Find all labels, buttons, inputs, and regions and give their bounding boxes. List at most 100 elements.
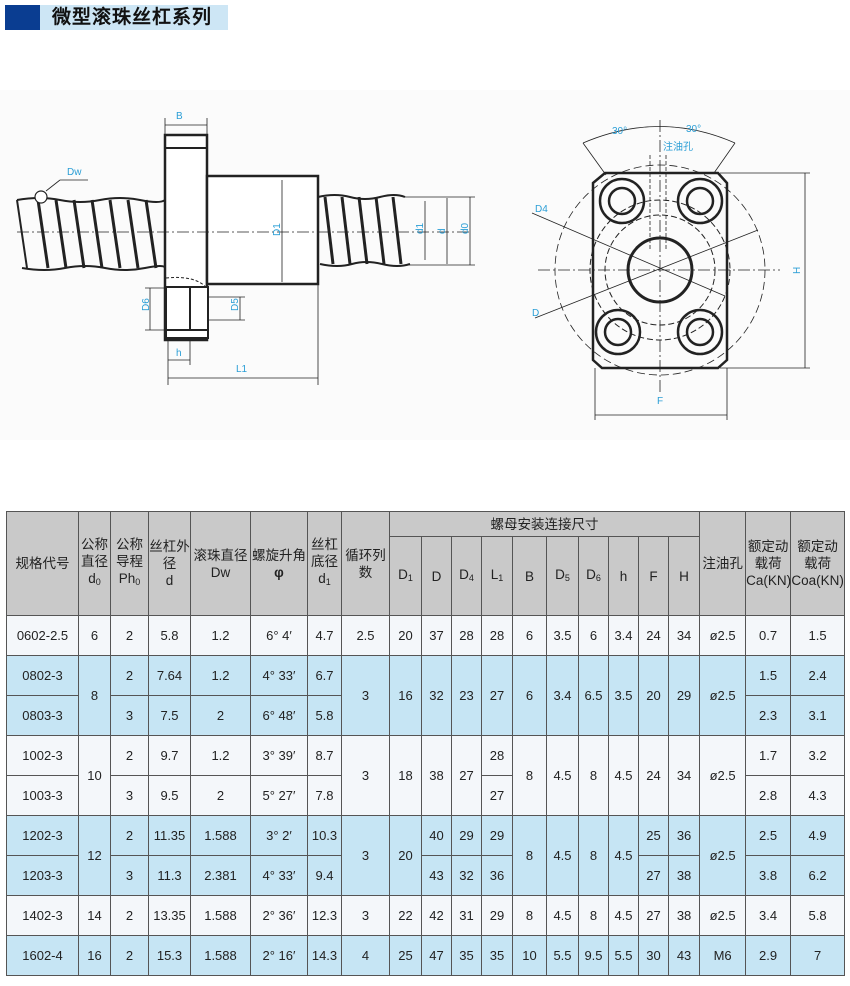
table-cell: 1.588 [190, 895, 251, 936]
table-cell: 1.588 [190, 935, 251, 976]
table-cell: ø2.5 [699, 735, 747, 816]
table-cell: 3 [341, 655, 390, 736]
header-circuits: 循环列数 [341, 511, 390, 616]
table-cell: 4° 33′ [250, 655, 308, 696]
table-cell: 3 [341, 735, 390, 816]
side-view [16, 118, 475, 385]
header-dw: 滚珠直径Dw [190, 511, 251, 616]
header-sub-d1: D1 [389, 536, 422, 616]
table-cell: 8 [512, 895, 547, 936]
header-sub-h: H [667, 536, 701, 616]
table-cell: 8 [578, 895, 609, 936]
table-cell: 22 [389, 895, 422, 936]
label-D1: D1 [272, 223, 283, 236]
table-cell: 1.2 [190, 735, 251, 776]
table-cell: 6 [512, 615, 547, 656]
header-sub-h: h [608, 536, 639, 616]
table-cell: 3.1 [790, 695, 846, 736]
table-cell: 3.4 [608, 615, 639, 656]
table-cell: 2.381 [190, 855, 251, 896]
table-cell: 4.3 [790, 775, 846, 816]
table-cell: 5.8 [148, 615, 191, 656]
table-cell: 38 [667, 895, 701, 936]
table-cell: 8 [512, 815, 547, 896]
table-cell: 43 [667, 935, 701, 976]
table-row: 1002-3 10 2 9.7 1.2 3° 39′ 8.7 3 18 38 27 28 8 4.5 8 4.… [6, 735, 846, 816]
table-cell: 18 [389, 735, 422, 816]
header-sub-d5: D5 [546, 536, 579, 616]
label-D5: D5 [230, 298, 241, 311]
table-row: 1003-3 3 9.5 2 5° 27′ 7.8 27 2.8 4.3 [6, 775, 846, 816]
label-h: h [176, 348, 182, 359]
table-cell: 6.2 [790, 855, 846, 896]
table-cell: 35 [451, 935, 482, 976]
table-cell: 13.35 [148, 895, 191, 936]
table-cell: 8 [578, 815, 609, 896]
table-cell: 11.3 [148, 855, 191, 896]
table-cell: 3° 2′ [250, 815, 308, 856]
table-cell: 14 [78, 895, 111, 936]
table-cell: 4.5 [608, 735, 639, 816]
table-cell: 16 [78, 935, 111, 976]
table-cell: 3.2 [790, 735, 846, 776]
page-title: 微型滚珠丝杠系列 [40, 5, 228, 30]
table-cell: 23 [451, 655, 482, 736]
table-cell: 27 [481, 655, 513, 736]
label-L1: L1 [236, 364, 248, 375]
table-row: 0803-3 3 7.5 2 6° 48′ 5.8 2.3 3.1 [6, 695, 846, 736]
table-cell: ø2.5 [699, 815, 747, 896]
table-cell: 3.5 [546, 615, 579, 656]
table-cell: 31 [451, 895, 482, 936]
table-cell: 1.7 [745, 735, 792, 776]
table-cell: 16 [389, 655, 422, 736]
table-cell: 6° 48′ [250, 695, 308, 736]
specification-table: 规格代号 公称直径 d0 公称导程 Ph0 丝杠外径 d 滚珠直径Dw 螺旋升角 φ 丝… [6, 511, 846, 976]
table-cell: 24 [638, 615, 669, 656]
table-cell: 2.8 [745, 775, 792, 816]
table-cell: 12 [78, 815, 111, 896]
table-cell: 4° 33′ [250, 855, 308, 896]
table-row: 0602-2.5 6 2 5.8 1.2 6° 4′ 4.7 2.5 20 37 28 28 6 3.5 6… [6, 615, 846, 656]
table-cell: 30 [638, 935, 669, 976]
table-cell: 4.5 [546, 895, 579, 936]
table-cell: 3 [110, 775, 149, 816]
table-cell: 27 [451, 735, 482, 816]
table-cell: 6 [78, 615, 111, 656]
table-cell: 24 [638, 735, 669, 816]
table-cell: 7 [790, 935, 846, 976]
front-view-labels: 30° 30° 注油孔 D4 D H F [532, 124, 803, 407]
table-cell: 1.5 [790, 615, 846, 656]
table-cell: 2.5 [745, 815, 792, 856]
table-cell: 4 [341, 935, 390, 976]
table-cell: 20 [638, 655, 669, 736]
cell-model-code: 0802-3 [6, 655, 79, 696]
table-cell: 4.5 [608, 815, 639, 896]
header-nut-dimensions: 螺母安装连接尺寸 [388, 511, 701, 537]
table-cell: 9.5 [578, 935, 609, 976]
label-angle-left: 30° [612, 126, 627, 137]
table-cell: 37 [421, 615, 452, 656]
table-cell: ø2.5 [699, 895, 747, 936]
table-cell: 27 [638, 895, 669, 936]
table-cell: 3.8 [745, 855, 792, 896]
table-cell: 5.8 [307, 695, 342, 736]
table-cell: 10 [512, 935, 547, 976]
table-cell: 43 [421, 855, 452, 896]
header-sub-d: D [421, 536, 452, 616]
cell-model-code: 1402-3 [6, 895, 79, 936]
table-cell: 2 [110, 615, 149, 656]
table-row: 1602-4 16 2 15.3 1.588 2° 16′ 14.3 4 25 47 35 35 10 5… [6, 935, 846, 976]
header-d0: 公称直径 d0 [78, 511, 111, 616]
table-cell: 47 [421, 935, 452, 976]
table-cell: 4.9 [790, 815, 846, 856]
table-cell: 34 [667, 735, 701, 816]
table-cell: 3 [110, 855, 149, 896]
table-cell: 29 [667, 655, 701, 736]
table-cell: 42 [421, 895, 452, 936]
table-cell: 2 [190, 775, 251, 816]
table-cell: 8 [512, 735, 547, 816]
table-cell: 2 [110, 815, 149, 856]
table-cell: 14.3 [307, 935, 342, 976]
table-cell: 8 [78, 655, 111, 736]
table-cell: 1.2 [190, 615, 251, 656]
